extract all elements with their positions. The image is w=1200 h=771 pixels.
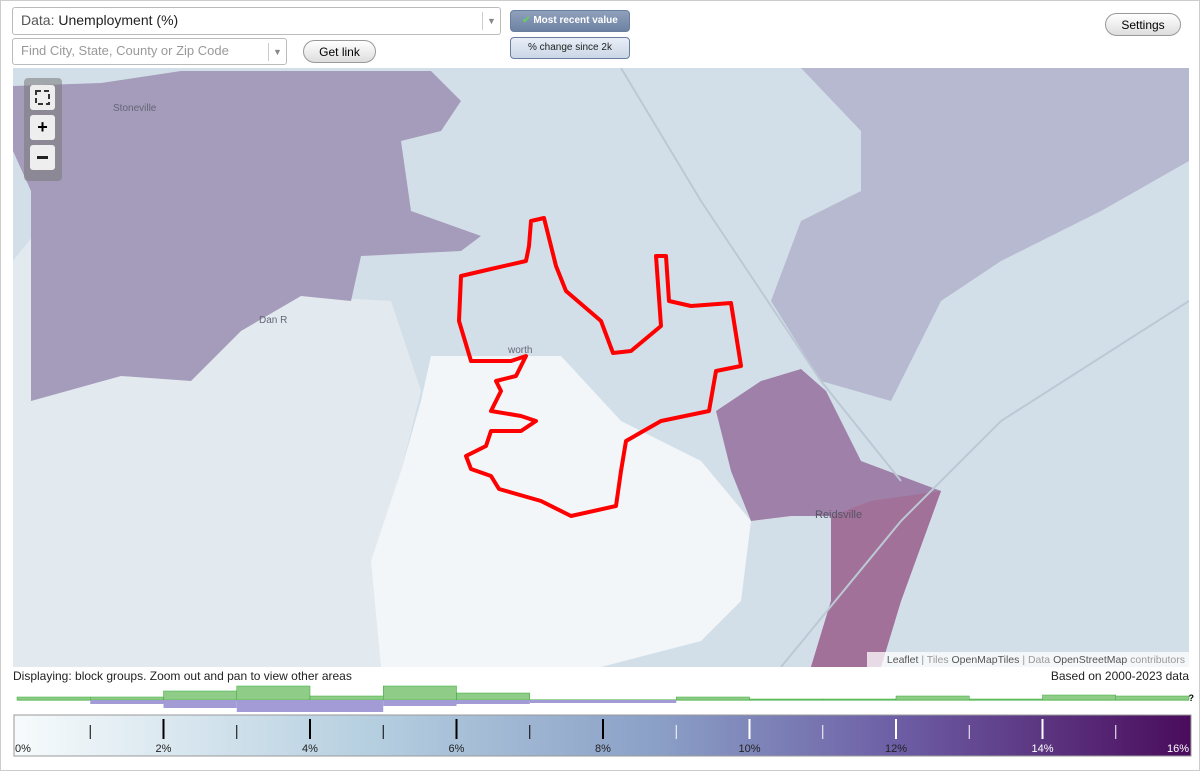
- legend-label: 2%: [156, 743, 172, 755]
- zoom-in[interactable]: [30, 115, 55, 140]
- label: Data:: [21, 12, 55, 28]
- hist-bar: [16, 696, 91, 701]
- selected-area[interactable]: [457, 216, 743, 518]
- legend-label: 16%: [1167, 743, 1189, 755]
- legend-label: 10%: [738, 743, 760, 755]
- search[interactable]: Find City, State, County or Zip Code ▼: [12, 38, 287, 65]
- hist-bar: [969, 698, 1043, 701]
- hist-bar: [456, 700, 530, 704]
- place-label: worth: [507, 345, 532, 356]
- legend-label: 0%: [15, 743, 31, 755]
- legend-label: 8%: [595, 743, 611, 755]
- hist-bar: [676, 696, 750, 701]
- hist-bar: [1042, 694, 1116, 701]
- mode-recent[interactable]: ✔ Most recent value: [510, 10, 630, 32]
- place-label: Stoneville: [113, 103, 157, 114]
- icon: +: [37, 117, 48, 137]
- status: Based on 2000-2023 data: [1051, 669, 1189, 683]
- attribution-bg: [867, 652, 1189, 667]
- legend: 0% 2% 4% 6% 8% 10% 12% 14% 16%: [15, 719, 1189, 755]
- hist-bar: [236, 685, 311, 701]
- help[interactable]: ?: [1189, 693, 1195, 703]
- hist-bar: [895, 695, 970, 701]
- mode-change[interactable]: % change since 2k: [510, 37, 630, 59]
- legend-label: 12%: [885, 743, 907, 755]
- place-label: Reidsville: [815, 509, 862, 521]
- placeholder: Find City, State, County or Zip Code: [21, 43, 229, 58]
- legend-label: 14%: [1031, 743, 1053, 755]
- hist-bar: [90, 696, 164, 701]
- status: Displaying: block groups. Zoom out and p…: [13, 669, 352, 683]
- link[interactable]: OpenStreetMap: [1053, 654, 1127, 666]
- hist-bar: [822, 698, 897, 701]
- hist-bar: [383, 685, 457, 701]
- hist-bar: [309, 695, 384, 701]
- text: | Tiles: [918, 654, 951, 666]
- legend-label: 6%: [449, 743, 465, 755]
- hist-bar: [383, 700, 457, 706]
- region: [771, 68, 1189, 401]
- icon: [35, 90, 50, 105]
- hist-bar: [1115, 695, 1190, 701]
- fullscreen[interactable]: [30, 85, 55, 110]
- road: [620, 68, 902, 482]
- arrow: ▼: [482, 12, 500, 30]
- hist-bar: [163, 700, 237, 708]
- hist-bar: [456, 692, 530, 701]
- link[interactable]: OpenMapTiles: [952, 654, 1020, 666]
- attribution: Leaflet | Tiles OpenMapTiles | Data Open…: [887, 654, 1185, 666]
- value: Unemployment (%): [58, 12, 179, 28]
- arrow: ▼: [268, 43, 286, 61]
- icon: [37, 156, 48, 159]
- hist-bar: [529, 700, 603, 703]
- road: [780, 300, 1189, 667]
- hist-bar: [163, 690, 237, 701]
- hist-bar: [749, 698, 823, 701]
- place-label: Dan R: [259, 315, 287, 326]
- text: contributors: [1127, 654, 1185, 666]
- region: [13, 71, 481, 401]
- region: [811, 491, 941, 667]
- settings[interactable]: Settings: [1105, 13, 1181, 36]
- legend-label: 4%: [302, 743, 318, 755]
- link[interactable]: Leaflet: [887, 654, 919, 666]
- text: | Data: [1019, 654, 1053, 666]
- get-link[interactable]: Get link: [303, 40, 376, 63]
- map[interactable]: Stoneville Dan R worth Reidsville Leafle…: [13, 68, 1189, 667]
- histogram: [16, 685, 1190, 712]
- data-select[interactable]: Data: Unemployment (%) ▼: [12, 7, 501, 35]
- hist-bar: [90, 700, 164, 704]
- hist-bar: [603, 700, 677, 703]
- label: Most recent value: [533, 15, 618, 26]
- hist-bar: [310, 700, 384, 712]
- hist-bar: [236, 700, 310, 712]
